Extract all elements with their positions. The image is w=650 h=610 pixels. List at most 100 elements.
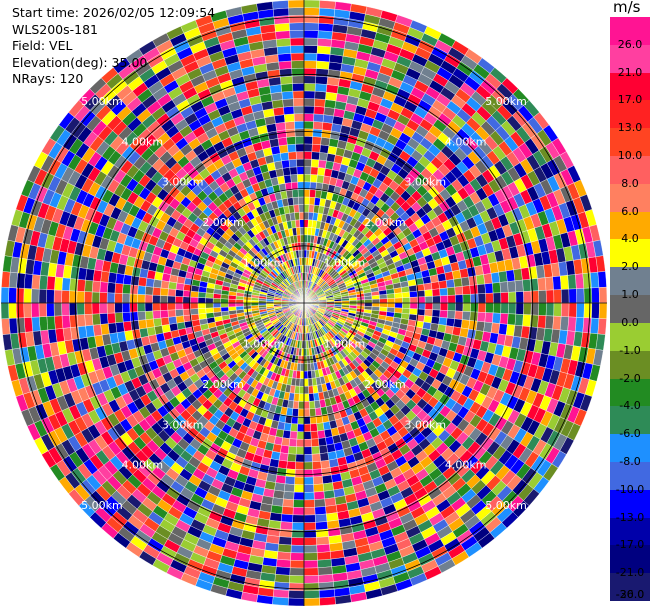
range-gate-cell [295, 454, 305, 463]
range-gate-cell [144, 294, 153, 304]
range-gate-cell [197, 302, 206, 309]
range-gate-cell [272, 589, 290, 599]
range-gate-cell [296, 431, 305, 440]
range-gate-cell [575, 317, 585, 333]
range-gate-cell [283, 174, 292, 184]
range-gate-cell [129, 302, 138, 313]
range-gate-cell [289, 567, 305, 576]
range-gate-cell [61, 277, 71, 291]
range-gate-cell [278, 144, 289, 154]
range-gate-cell [394, 292, 403, 299]
range-gate-cell [130, 275, 140, 286]
range-gate-cell [291, 408, 299, 417]
range-gate-cell [323, 428, 333, 438]
range-gate-cell [379, 298, 388, 304]
range-gate-cell [129, 293, 138, 304]
range-gate-cell [190, 302, 199, 310]
range-ring-label: 1.00km [324, 257, 366, 270]
range-gate-cell [54, 276, 64, 291]
range-gate-cell [314, 513, 328, 523]
range-gate-cell [409, 302, 418, 310]
range-gate-cell [394, 302, 403, 309]
range-gate-cell [167, 309, 177, 318]
range-gate-cell [303, 454, 313, 463]
range-gate-cell [144, 286, 154, 296]
range-gate-cell [122, 302, 131, 313]
range-gate-cell [316, 551, 332, 561]
range-gate-cell [212, 302, 221, 308]
range-gate-cell [122, 311, 131, 323]
range-gate-cell [205, 302, 214, 309]
range-gate-cell [129, 311, 139, 322]
range-ring-label: 2.00km [364, 216, 406, 229]
range-gate-cell [553, 289, 562, 304]
range-gate-cell [160, 309, 169, 319]
range-gate-cell [303, 378, 309, 387]
range-gate-cell [567, 316, 577, 332]
range-gate-cell [314, 98, 326, 108]
range-gate-cell [295, 461, 305, 470]
range-gate-cell [311, 445, 321, 455]
range-gate-cell [445, 279, 455, 289]
range-gate-cell [23, 317, 33, 333]
range-gate-cell [475, 321, 485, 332]
range-gate-cell [303, 582, 320, 592]
range-gate-cell [295, 446, 305, 455]
range-gate-cell [299, 227, 305, 236]
range-gate-cell [278, 536, 292, 546]
range-gate-cell [294, 469, 305, 478]
range-gate-cell [312, 136, 322, 145]
range-gate-cell [293, 105, 305, 115]
range-gate-cell [293, 98, 305, 107]
range-gate-cell [321, 129, 332, 139]
colorbar-tick-label: -4.0 [619, 399, 641, 413]
range-gate-cell [175, 302, 184, 310]
range-gate-cell [318, 159, 327, 169]
range-gate-cell [76, 279, 86, 292]
range-gate-cell [287, 197, 294, 206]
range-gate-cell [123, 274, 133, 285]
range-gate-cell [438, 317, 448, 326]
range-gate-cell [107, 312, 116, 324]
range-gate-cell [294, 476, 305, 485]
range-gate-cell [508, 291, 517, 304]
range-gate-cell [310, 430, 319, 440]
range-gate-cell [430, 316, 440, 325]
range-gate-cell [318, 15, 335, 25]
range-gate-cell [590, 317, 600, 335]
range-gate-cell [53, 289, 63, 304]
range-gate-cell [499, 281, 509, 293]
range-gate-cell [274, 22, 290, 32]
range-gate-cell [272, 596, 289, 606]
range-gate-cell [303, 363, 308, 372]
range-gate-cell [61, 315, 71, 329]
range-gate-cell [277, 137, 288, 147]
range-gate-cell [296, 158, 305, 168]
range-gate-cell [423, 282, 433, 291]
range-gate-cell [552, 275, 562, 291]
range-gate-cell [46, 315, 56, 331]
range-gate-cell [115, 273, 125, 285]
range-gate-cell [308, 393, 315, 402]
range-gate-cell [23, 288, 32, 304]
colorbar-tick-label: -8.0 [619, 454, 641, 468]
range-gate-cell [167, 302, 176, 311]
range-gate-cell [290, 423, 298, 432]
range-gate-cell [477, 311, 486, 323]
range-gate-cell [287, 597, 305, 607]
range-gate-cell [295, 151, 305, 160]
range-gate-cell [92, 280, 101, 293]
range-gate-cell [272, 0, 289, 10]
range-gate-cell [280, 513, 294, 523]
range-gate-cell [297, 189, 305, 198]
range-gate-cell [492, 292, 502, 304]
range-gate-cell [318, 22, 334, 32]
range-gate-cell [303, 60, 317, 69]
range-gate-cell [591, 287, 600, 304]
range-gate-cell [431, 309, 441, 318]
range-gate-cell [303, 90, 316, 99]
range-gate-cell [161, 324, 171, 334]
range-gate-cell [303, 423, 311, 432]
range-gate-cell [568, 302, 577, 318]
range-gate-cell [315, 521, 328, 531]
